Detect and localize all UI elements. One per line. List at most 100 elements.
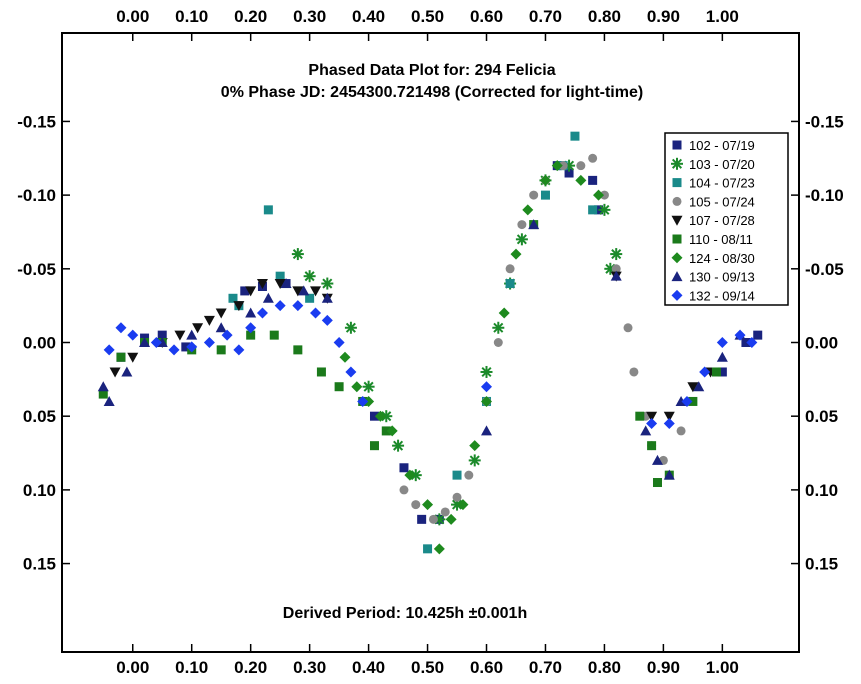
data-point	[599, 190, 609, 200]
data-point	[293, 345, 303, 355]
y-tick-label-left: -0.05	[17, 260, 56, 279]
data-point	[528, 219, 540, 230]
data-point	[310, 307, 322, 319]
data-point	[746, 337, 758, 348]
data-point	[468, 454, 481, 467]
legend-label: 107 - 07/28	[689, 213, 755, 228]
data-point	[422, 499, 434, 511]
legend-label: 104 - 07/23	[689, 176, 755, 191]
data-point	[186, 341, 198, 353]
x-tick-label-bottom: 0.70	[529, 658, 562, 677]
data-point	[411, 500, 421, 510]
data-point	[480, 365, 493, 378]
data-point	[316, 367, 326, 377]
data-point	[699, 366, 711, 378]
data-point	[339, 351, 351, 363]
data-point	[386, 425, 398, 437]
data-point	[321, 314, 333, 326]
data-point	[588, 175, 598, 185]
data-point	[469, 440, 481, 452]
x-tick-label-bottom: 0.00	[116, 658, 149, 677]
data-point	[292, 300, 304, 312]
data-point	[522, 204, 534, 216]
data-point	[98, 389, 108, 399]
data-point	[481, 381, 493, 393]
data-point	[551, 160, 563, 172]
data-point	[611, 264, 621, 274]
y-tick-label-left: 0.05	[23, 407, 56, 426]
x-tick-label-top: 0.90	[647, 7, 680, 26]
data-point	[274, 300, 286, 312]
data-point	[362, 380, 375, 393]
data-point	[233, 301, 245, 312]
x-tick-label-top: 0.30	[293, 7, 326, 26]
data-point	[681, 395, 693, 407]
data-point	[576, 161, 586, 171]
chart-title: Phased Data Plot for: 294 Felicia	[308, 62, 555, 79]
data-point	[321, 292, 333, 303]
data-point	[570, 131, 580, 141]
data-point	[457, 499, 469, 511]
legend-box	[664, 132, 789, 306]
data-point	[610, 248, 623, 261]
data-point	[333, 337, 345, 348]
x-tick-label-bottom: 0.80	[588, 658, 621, 677]
data-point	[215, 308, 227, 319]
y-tick-label-left: -0.10	[17, 186, 56, 205]
data-point	[741, 338, 751, 347]
x-tick-label-bottom: 0.60	[470, 658, 503, 677]
data-point	[493, 338, 503, 347]
data-point	[274, 279, 286, 290]
data-point	[652, 478, 662, 488]
data-point	[481, 395, 493, 407]
data-point	[334, 382, 344, 392]
data-point	[646, 411, 658, 422]
data-point	[492, 321, 505, 334]
x-tick-label-top: 0.20	[234, 7, 267, 26]
x-tick-label-top: 0.40	[352, 7, 385, 26]
data-point	[256, 279, 268, 290]
axis-ticks: 0.00 0.00 0.10 0.10 0.20 0.20 0.30 0.30 0.40 0.40…	[17, 7, 844, 677]
data-point	[505, 279, 515, 289]
data-point	[663, 469, 675, 480]
data-point	[369, 441, 379, 451]
data-point	[676, 426, 686, 436]
data-point	[510, 248, 522, 260]
data-point	[345, 366, 357, 378]
legend-label: 132 - 09/14	[689, 288, 755, 303]
data-point	[440, 507, 450, 517]
legend-label: 105 - 07/24	[689, 194, 755, 209]
data-point	[539, 174, 551, 186]
data-point	[505, 264, 515, 274]
data-point	[651, 454, 663, 465]
data-point	[186, 329, 198, 340]
data-point	[423, 544, 433, 554]
data-point	[734, 329, 746, 341]
data-point	[245, 322, 257, 334]
x-tick-label-top: 0.00	[116, 7, 149, 26]
data-point	[381, 426, 391, 436]
data-point	[275, 271, 285, 281]
y-tick-label-left: -0.15	[17, 112, 56, 131]
data-point	[515, 233, 528, 246]
data-point	[588, 205, 598, 215]
legend-marker	[671, 157, 683, 170]
y-tick-label-right: -0.10	[805, 186, 844, 205]
data-point	[428, 514, 438, 524]
data-point	[452, 470, 462, 480]
y-tick-label-right: 0.15	[805, 555, 838, 574]
data-point	[121, 366, 133, 377]
data-point	[417, 514, 427, 524]
data-point	[464, 470, 474, 480]
data-point	[351, 381, 363, 393]
data-point	[646, 418, 658, 430]
data-point	[263, 205, 273, 215]
data-point	[647, 441, 657, 451]
data-point	[433, 543, 445, 555]
y-tick-label-right: 0.00	[805, 334, 838, 353]
y-tick-label-left: 0.10	[23, 481, 56, 500]
data-point	[116, 352, 126, 362]
data-point	[399, 485, 409, 495]
data-point	[174, 330, 186, 341]
data-point	[588, 153, 598, 163]
